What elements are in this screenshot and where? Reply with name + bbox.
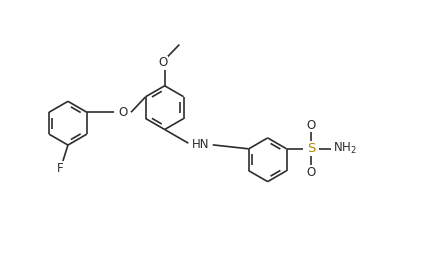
Text: S: S — [307, 142, 315, 155]
Text: NH$_2$: NH$_2$ — [333, 141, 357, 156]
Text: O: O — [119, 106, 128, 119]
Text: O: O — [158, 56, 167, 69]
Text: O: O — [306, 119, 316, 132]
Text: HN: HN — [192, 138, 210, 151]
Text: F: F — [57, 162, 64, 175]
Text: O: O — [306, 166, 316, 179]
